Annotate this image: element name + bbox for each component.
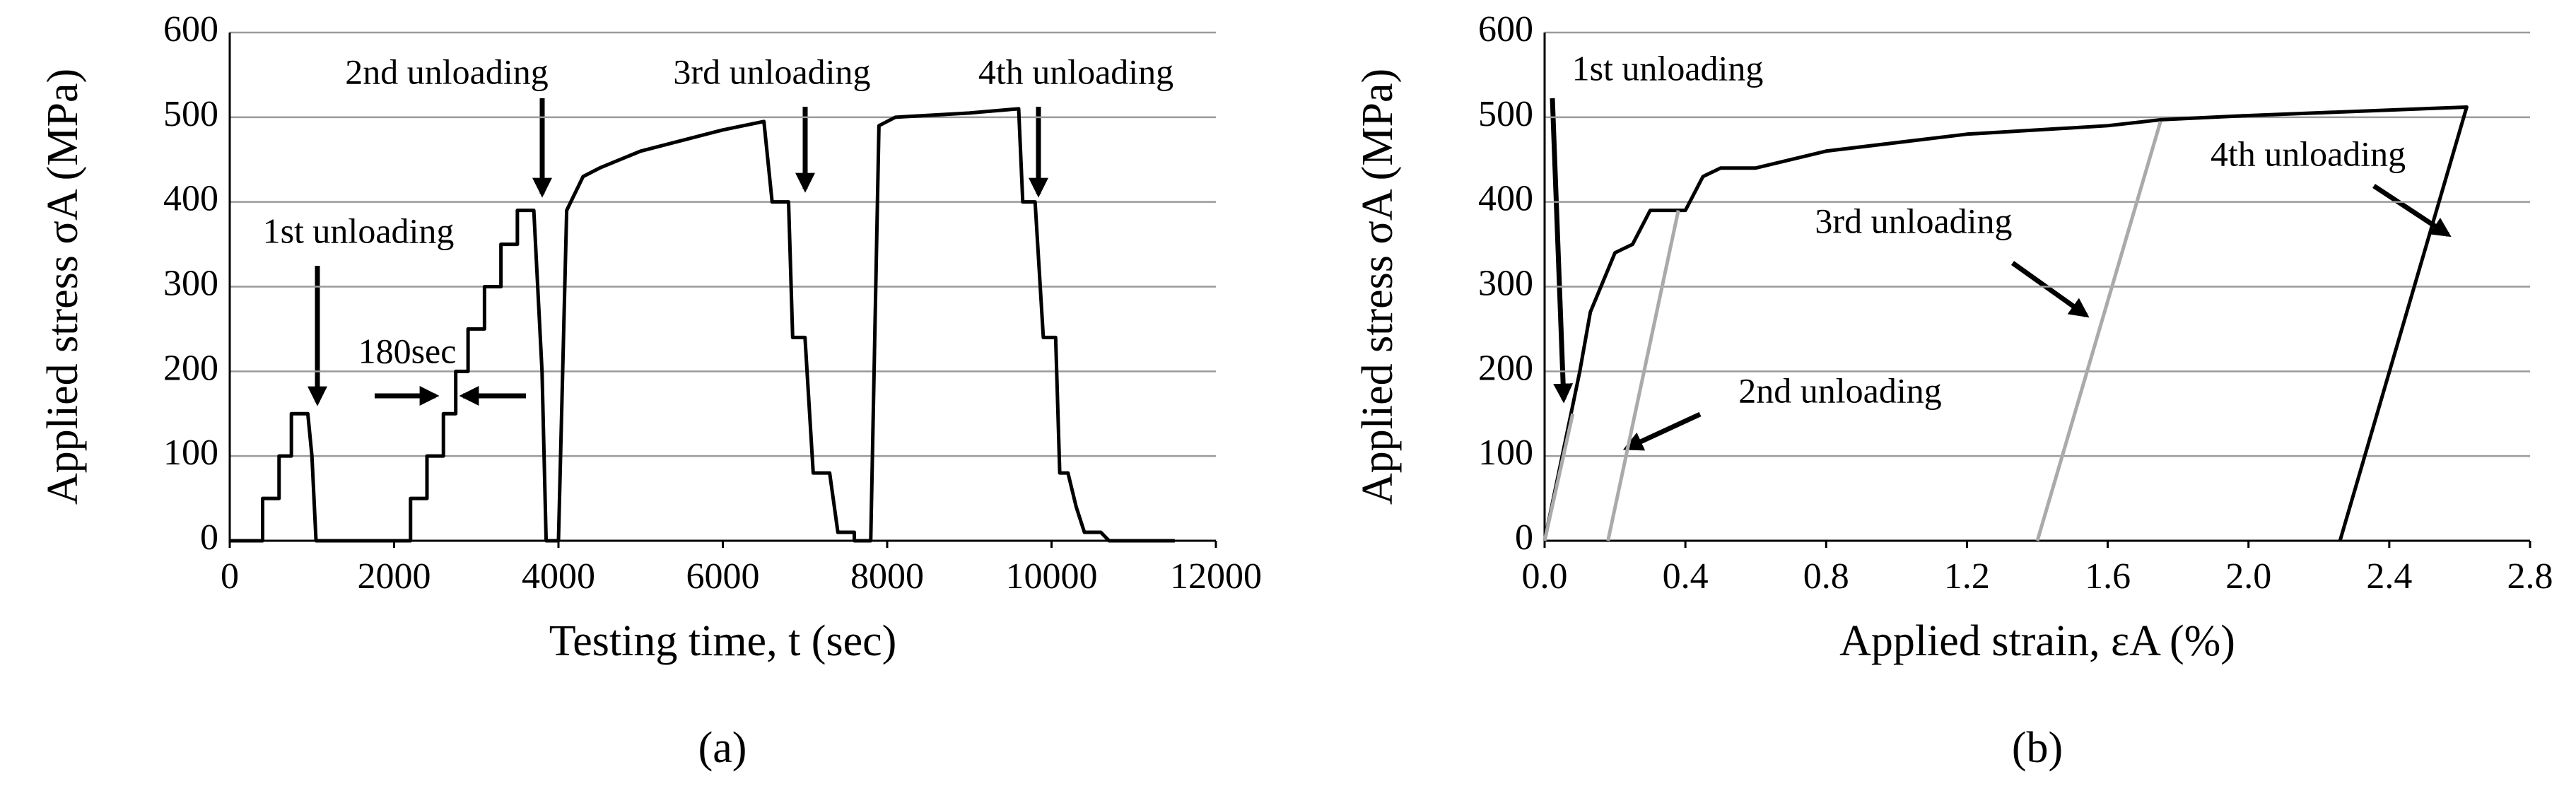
y-tick-label: 200 bbox=[1478, 348, 1533, 388]
x-tick-label: 4000 bbox=[522, 556, 595, 597]
annotation: 1st unloading bbox=[263, 211, 455, 250]
data-line bbox=[1606, 210, 1680, 541]
panel-label: (b) bbox=[2012, 724, 2063, 772]
annotation: 1st unloading bbox=[1572, 48, 1764, 88]
y-tick-label: 400 bbox=[1478, 179, 1533, 219]
arrow bbox=[2010, 261, 2090, 318]
annotation: 3rd unloading bbox=[1815, 201, 2012, 240]
y-tick-label: 600 bbox=[163, 9, 218, 49]
y-tick-label: 400 bbox=[163, 179, 218, 219]
x-tick-label: 1.2 bbox=[1944, 556, 1990, 597]
panel-label: (a) bbox=[698, 724, 747, 772]
data-line bbox=[1542, 105, 2469, 541]
x-tick-label: 10000 bbox=[1006, 556, 1098, 597]
y-tick-label: 600 bbox=[1478, 9, 1533, 49]
y-tick-label: 500 bbox=[1478, 94, 1533, 134]
y-axis-title: Applied stress σA (MPa) bbox=[1354, 69, 1402, 505]
x-tick-label: 12000 bbox=[1170, 556, 1262, 597]
annotation: 4th unloading bbox=[978, 52, 1173, 91]
y-tick-label: 0 bbox=[200, 517, 218, 558]
annotation: 4th unloading bbox=[2211, 134, 2406, 173]
x-axis-title: Applied strain, εA (%) bbox=[1839, 617, 2235, 665]
data-line bbox=[1542, 413, 1575, 541]
x-tick-label: 2.8 bbox=[2507, 556, 2553, 597]
y-tick-label: 100 bbox=[1478, 433, 1533, 473]
y-tick-label: 500 bbox=[163, 94, 218, 134]
x-tick-label: 0.4 bbox=[1663, 556, 1709, 597]
data-line bbox=[230, 107, 1175, 543]
x-tick-label: 0.0 bbox=[1522, 556, 1568, 597]
x-tick-label: 0 bbox=[221, 556, 239, 597]
x-tick-label: 1.6 bbox=[2085, 556, 2131, 597]
y-tick-label: 300 bbox=[163, 263, 218, 303]
annotation: 2nd unloading bbox=[1738, 370, 1941, 410]
annotation: 2nd unloading bbox=[345, 52, 548, 91]
x-tick-label: 2.4 bbox=[2366, 556, 2412, 597]
y-tick-label: 0 bbox=[1515, 517, 1533, 558]
y-tick-label: 200 bbox=[163, 348, 218, 388]
y-axis-title: Applied stress σA (MPa) bbox=[39, 69, 87, 505]
x-axis-title: Testing time, t (sec) bbox=[549, 617, 897, 665]
x-tick-label: 6000 bbox=[686, 556, 760, 597]
data-line bbox=[2035, 121, 2162, 541]
x-tick-label: 2000 bbox=[358, 556, 431, 597]
y-tick-label: 300 bbox=[1478, 263, 1533, 303]
x-tick-label: 8000 bbox=[850, 556, 924, 597]
y-tick-label: 100 bbox=[163, 433, 218, 473]
arrow bbox=[1622, 411, 1702, 451]
x-tick-label: 2.0 bbox=[2225, 556, 2271, 597]
arrow bbox=[2372, 184, 2452, 238]
annotation: 3rd unloading bbox=[673, 52, 870, 91]
annotation: 180sec bbox=[358, 331, 457, 370]
x-tick-label: 0.8 bbox=[1803, 556, 1849, 597]
arrow bbox=[1550, 98, 1574, 404]
